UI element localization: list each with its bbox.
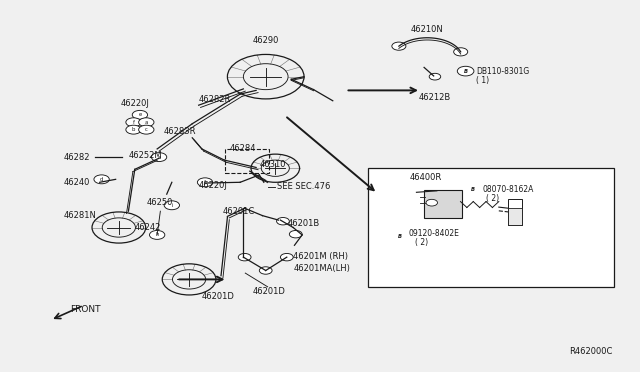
- Text: 46210N: 46210N: [411, 25, 444, 34]
- Text: 46290: 46290: [253, 36, 279, 45]
- Text: 09120-8402E: 09120-8402E: [408, 228, 459, 238]
- Text: 46201D: 46201D: [202, 292, 234, 301]
- Circle shape: [392, 231, 408, 241]
- Text: 46282R: 46282R: [198, 96, 231, 105]
- Text: 46201B: 46201B: [288, 218, 320, 228]
- Text: f: f: [204, 180, 206, 185]
- Text: f: f: [132, 120, 134, 125]
- Text: b: b: [132, 127, 135, 132]
- Text: d: d: [100, 177, 103, 182]
- Circle shape: [94, 175, 109, 184]
- Bar: [508, 208, 522, 225]
- Circle shape: [238, 253, 251, 261]
- Text: ( 2): ( 2): [486, 195, 499, 203]
- Text: 46284: 46284: [229, 144, 256, 153]
- Circle shape: [259, 267, 272, 274]
- Text: 46281N: 46281N: [63, 211, 96, 220]
- Text: DB110-8301G: DB110-8301G: [476, 67, 530, 76]
- Circle shape: [150, 231, 165, 239]
- Text: ( 2): ( 2): [415, 238, 428, 247]
- Text: 46212B: 46212B: [419, 93, 451, 102]
- Text: B: B: [398, 234, 402, 238]
- Text: c: c: [145, 127, 148, 132]
- Circle shape: [152, 153, 167, 161]
- Circle shape: [392, 42, 406, 50]
- Text: 46310: 46310: [259, 160, 286, 169]
- Text: i: i: [171, 203, 173, 208]
- Text: B: B: [471, 187, 476, 192]
- Text: 46220J: 46220J: [121, 99, 150, 108]
- Text: 46201C: 46201C: [223, 208, 255, 217]
- Circle shape: [132, 110, 148, 119]
- Text: SEE SEC.476: SEE SEC.476: [276, 182, 330, 191]
- Circle shape: [126, 125, 141, 134]
- Circle shape: [139, 118, 154, 127]
- Text: FRONT: FRONT: [70, 305, 100, 314]
- Text: 46283R: 46283R: [164, 127, 196, 136]
- Text: 46282: 46282: [63, 153, 90, 161]
- Text: h: h: [156, 232, 159, 237]
- Bar: [508, 199, 522, 225]
- Circle shape: [454, 48, 468, 56]
- FancyBboxPatch shape: [424, 190, 462, 218]
- Circle shape: [276, 218, 289, 225]
- Text: R462000C: R462000C: [569, 347, 612, 356]
- Text: 46240: 46240: [63, 178, 90, 187]
- Text: 46201D: 46201D: [252, 287, 285, 296]
- Text: a: a: [157, 155, 161, 160]
- Text: 46400R: 46400R: [410, 173, 442, 182]
- Text: 46220J: 46220J: [198, 181, 228, 190]
- Text: 46242: 46242: [135, 223, 161, 232]
- Circle shape: [465, 185, 481, 195]
- Circle shape: [197, 178, 212, 187]
- Bar: [368, 168, 614, 287]
- Circle shape: [426, 199, 438, 206]
- Text: 08070-8162A: 08070-8162A: [483, 185, 534, 194]
- Circle shape: [458, 66, 474, 76]
- Text: B: B: [463, 68, 468, 74]
- Circle shape: [280, 253, 293, 261]
- Bar: [225, 149, 269, 173]
- Circle shape: [164, 201, 179, 210]
- Circle shape: [289, 231, 302, 238]
- Text: 46252M: 46252M: [129, 151, 162, 160]
- Text: 46201M (RH): 46201M (RH): [293, 252, 348, 261]
- Circle shape: [126, 118, 141, 127]
- Circle shape: [139, 125, 154, 134]
- Text: ( 1): ( 1): [476, 76, 490, 85]
- Text: 46250: 46250: [147, 198, 173, 207]
- Text: a: a: [145, 120, 148, 125]
- Text: e: e: [138, 112, 141, 117]
- Text: 46201MA(LH): 46201MA(LH): [293, 264, 350, 273]
- Circle shape: [429, 73, 441, 80]
